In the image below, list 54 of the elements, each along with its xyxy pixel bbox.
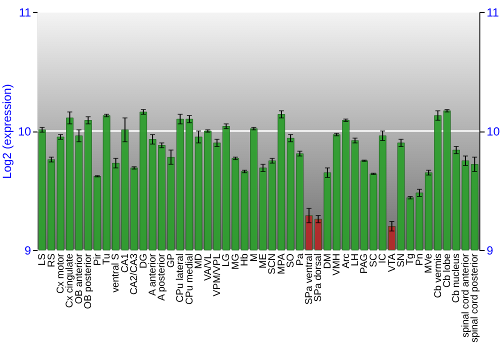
- y-tick-label: 11: [18, 5, 32, 20]
- x-tick-label: Tu: [102, 254, 113, 265]
- x-tick-label: ventral S: [110, 253, 122, 293]
- x-tick-label: VA/VL: [202, 253, 214, 281]
- x-tick-label: Cb lobe: [442, 253, 454, 288]
- x-tick-label: A posterior: [156, 252, 168, 301]
- x-tick-label: SO: [286, 253, 297, 268]
- x-tick-label: OB posterior: [83, 252, 94, 309]
- x-tick-label: SCN: [267, 254, 278, 274]
- x-tick-label: spinal cord anterior: [460, 252, 472, 338]
- x-tick-label: CA2/CA3: [129, 253, 140, 295]
- x-tick-label: RS: [46, 253, 58, 268]
- x-tick-label: Cb vermis: [432, 253, 444, 298]
- x-tick-label: M: [248, 254, 260, 262]
- x-tick-label: SC: [368, 254, 380, 268]
- x-tick-label: Hb: [240, 253, 251, 266]
- y2-tick-label: 11: [486, 5, 500, 20]
- y2-tick-label: 9: [486, 244, 494, 258]
- x-tick-label: MD: [194, 254, 205, 269]
- x-tick-label: SN: [396, 254, 407, 268]
- x-tick-label: OB anterior: [74, 252, 85, 304]
- x-tick-label: DM: [322, 254, 334, 269]
- x-tick-label: Pir: [92, 252, 104, 266]
- x-tick-label: CPu lateral: [175, 254, 186, 302]
- x-tick-label: A anterior: [148, 252, 159, 296]
- x-tick-label: Arc: [340, 253, 352, 268]
- y-tick-label: 10: [18, 124, 32, 138]
- x-tick-label: SPa ventral: [304, 254, 315, 305]
- x-tick-label: Pn: [414, 254, 426, 266]
- x-tick-label: Cx cingulate: [64, 253, 76, 308]
- x-tick-label: LH: [350, 254, 361, 266]
- x-tick-label: DG: [138, 254, 150, 268]
- x-tick-label: ME: [258, 253, 269, 268]
- x-tick-label: LG: [221, 254, 232, 267]
- x-tick-label: spinal cord posterior: [470, 252, 481, 342]
- x-tick-label: CA1: [120, 253, 131, 273]
- x-tick-label: MVe: [424, 253, 435, 274]
- x-tick-label: Tg: [405, 254, 416, 266]
- y-tick-label: 9: [24, 244, 32, 258]
- x-tick-label: IC: [378, 254, 389, 264]
- x-tick-label: VTA: [386, 253, 398, 272]
- y-axis-title: Log2 (expression): [0, 84, 14, 179]
- x-tick-label: LS: [37, 253, 48, 266]
- x-tick-label: CPu medial: [184, 254, 196, 305]
- x-tick-label: VMH: [332, 254, 343, 276]
- x-tick-label: Cb nucleus: [451, 253, 462, 303]
- x-tick-label: MG: [230, 254, 242, 270]
- x-tick-label: VPM/VPL: [212, 253, 223, 296]
- x-tick-label: SPa dorsal: [313, 254, 324, 302]
- x-tick-label: MPA: [276, 253, 288, 274]
- y2-tick-label: 10: [486, 124, 500, 138]
- x-tick-label: Pa: [294, 253, 306, 266]
- x-tick-label: PAG: [359, 254, 370, 274]
- x-tick-label: GP: [166, 253, 177, 268]
